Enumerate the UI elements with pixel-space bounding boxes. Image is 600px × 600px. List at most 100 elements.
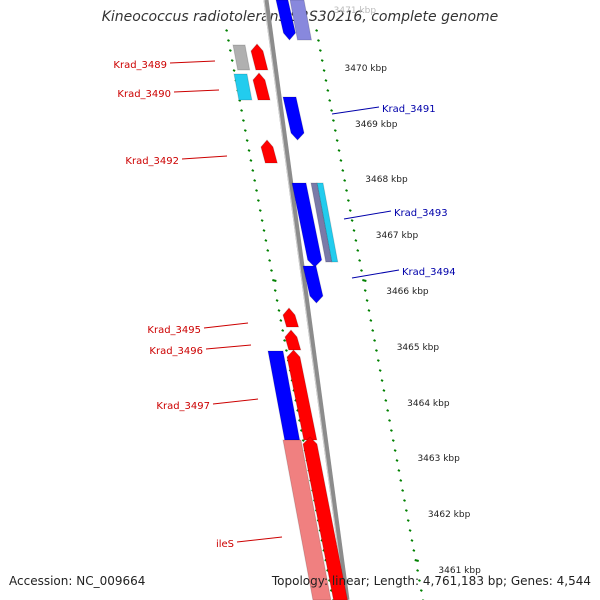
gene-krad-3493 [291, 182, 323, 268]
leader-line [203, 322, 249, 329]
scale-dot [363, 289, 367, 292]
scale-dot [228, 49, 232, 52]
scale-dot [343, 179, 347, 182]
scale-label: 3462 kbp [428, 510, 471, 520]
leader-line [343, 210, 392, 220]
scale-dot [419, 589, 423, 592]
scale-dot [376, 359, 380, 362]
scale-dot [266, 249, 270, 252]
scale-dot [378, 369, 382, 372]
gene-krad-3489 [250, 43, 269, 71]
scale-dot [408, 529, 412, 532]
leader-line [236, 536, 283, 543]
scale-dot [393, 449, 397, 452]
scale-dot [317, 39, 320, 42]
scale-dot [358, 259, 362, 262]
gene-krad-3491 [282, 96, 305, 141]
gene-label-reverse: Krad_3494 [402, 267, 456, 278]
gene-labels: Krad_3489 Krad_3490 Krad_3492 Krad_3495 Krad… [113, 60, 455, 550]
backbone-highlight [263, 0, 346, 600]
scale-dot [365, 299, 369, 302]
gene-krad-3489-grey [232, 44, 251, 71]
gene-label-forward: Krad_3497 [156, 401, 210, 412]
scale-label: 3463 kbp [417, 454, 460, 464]
gene-krad-3488b [289, 0, 313, 41]
scale-dot [253, 179, 257, 182]
scale-dot [414, 559, 419, 562]
scale-label: 3469 kbp [355, 120, 398, 130]
scale-dot [348, 209, 352, 212]
scale-dot [345, 189, 348, 192]
scale-label: 3461 kbp [438, 566, 481, 576]
scale-dot [386, 409, 390, 412]
scale-dot [404, 509, 408, 512]
gene-krad-3494 [302, 265, 324, 304]
scale-dot [333, 129, 337, 132]
scale-dot [380, 379, 384, 382]
scale-dot [255, 189, 258, 192]
gene-label-forward: Krad_3495 [147, 325, 201, 336]
gene-label-reverse: Krad_3493 [394, 208, 448, 219]
gene-krad-3495 [282, 307, 300, 328]
scale-dot [371, 329, 375, 332]
scale-dot [277, 309, 281, 312]
scale-dot [388, 419, 391, 422]
scale-dot [410, 539, 414, 542]
scale-dot [356, 249, 360, 252]
scale-dot [272, 279, 277, 282]
scale-dot [326, 89, 330, 92]
scale-dot [301, 439, 305, 442]
backbone-line [263, 0, 350, 600]
gene-krad-3488 [275, 0, 297, 41]
scale-dot [273, 289, 277, 292]
scale-dot [318, 49, 322, 52]
leader-line [181, 155, 228, 160]
scale-dot [335, 139, 339, 142]
gene-iles-light [282, 439, 332, 600]
scale-dot [346, 199, 350, 202]
gene-krad-3493-grey [310, 182, 333, 263]
label-leader-lines [169, 60, 400, 543]
leader-line [212, 398, 259, 405]
scale-dot [285, 349, 288, 352]
scale-dot [382, 389, 386, 392]
gene-features [232, 0, 348, 600]
gene-krad-3496 [284, 329, 302, 351]
accession-text: Accession: NC_009664 [9, 574, 146, 588]
scale-dot [256, 199, 260, 202]
scale-dot [225, 29, 229, 32]
gene-iles [302, 436, 348, 600]
scale-label: 3466 kbp [386, 287, 429, 297]
scale-dot [401, 489, 405, 492]
scale-dot [373, 339, 377, 342]
gene-label-forward: Krad_3489 [113, 60, 167, 71]
scale-dot [416, 569, 420, 572]
scale-dot [270, 269, 273, 272]
scale-dot [320, 59, 324, 62]
scale-dot [315, 29, 319, 32]
scale-dot [406, 519, 410, 522]
scale-dot [389, 429, 393, 432]
scale-dot [324, 79, 328, 82]
scale-dot [328, 99, 332, 102]
scale-dot [279, 319, 283, 322]
gene-label-forward: ileS [216, 539, 234, 550]
scale-dot [341, 169, 345, 172]
scale-label: 3471 kbp [334, 6, 377, 16]
scale-dot [322, 69, 326, 72]
scale-dot [258, 209, 262, 212]
scale-dot [238, 99, 242, 102]
scale-dot [331, 119, 335, 122]
leader-line [351, 269, 400, 279]
scale-dot [350, 219, 354, 222]
scale-dot [243, 129, 247, 132]
scale-dot [384, 399, 388, 402]
scale-dot [227, 39, 230, 42]
scale-dot [230, 59, 234, 62]
gene-label-forward: Krad_3490 [117, 89, 171, 100]
scale-dot [352, 229, 356, 232]
scale-dot [275, 299, 279, 302]
scale-label: 3465 kbp [397, 343, 440, 353]
scale-dot [391, 439, 395, 442]
